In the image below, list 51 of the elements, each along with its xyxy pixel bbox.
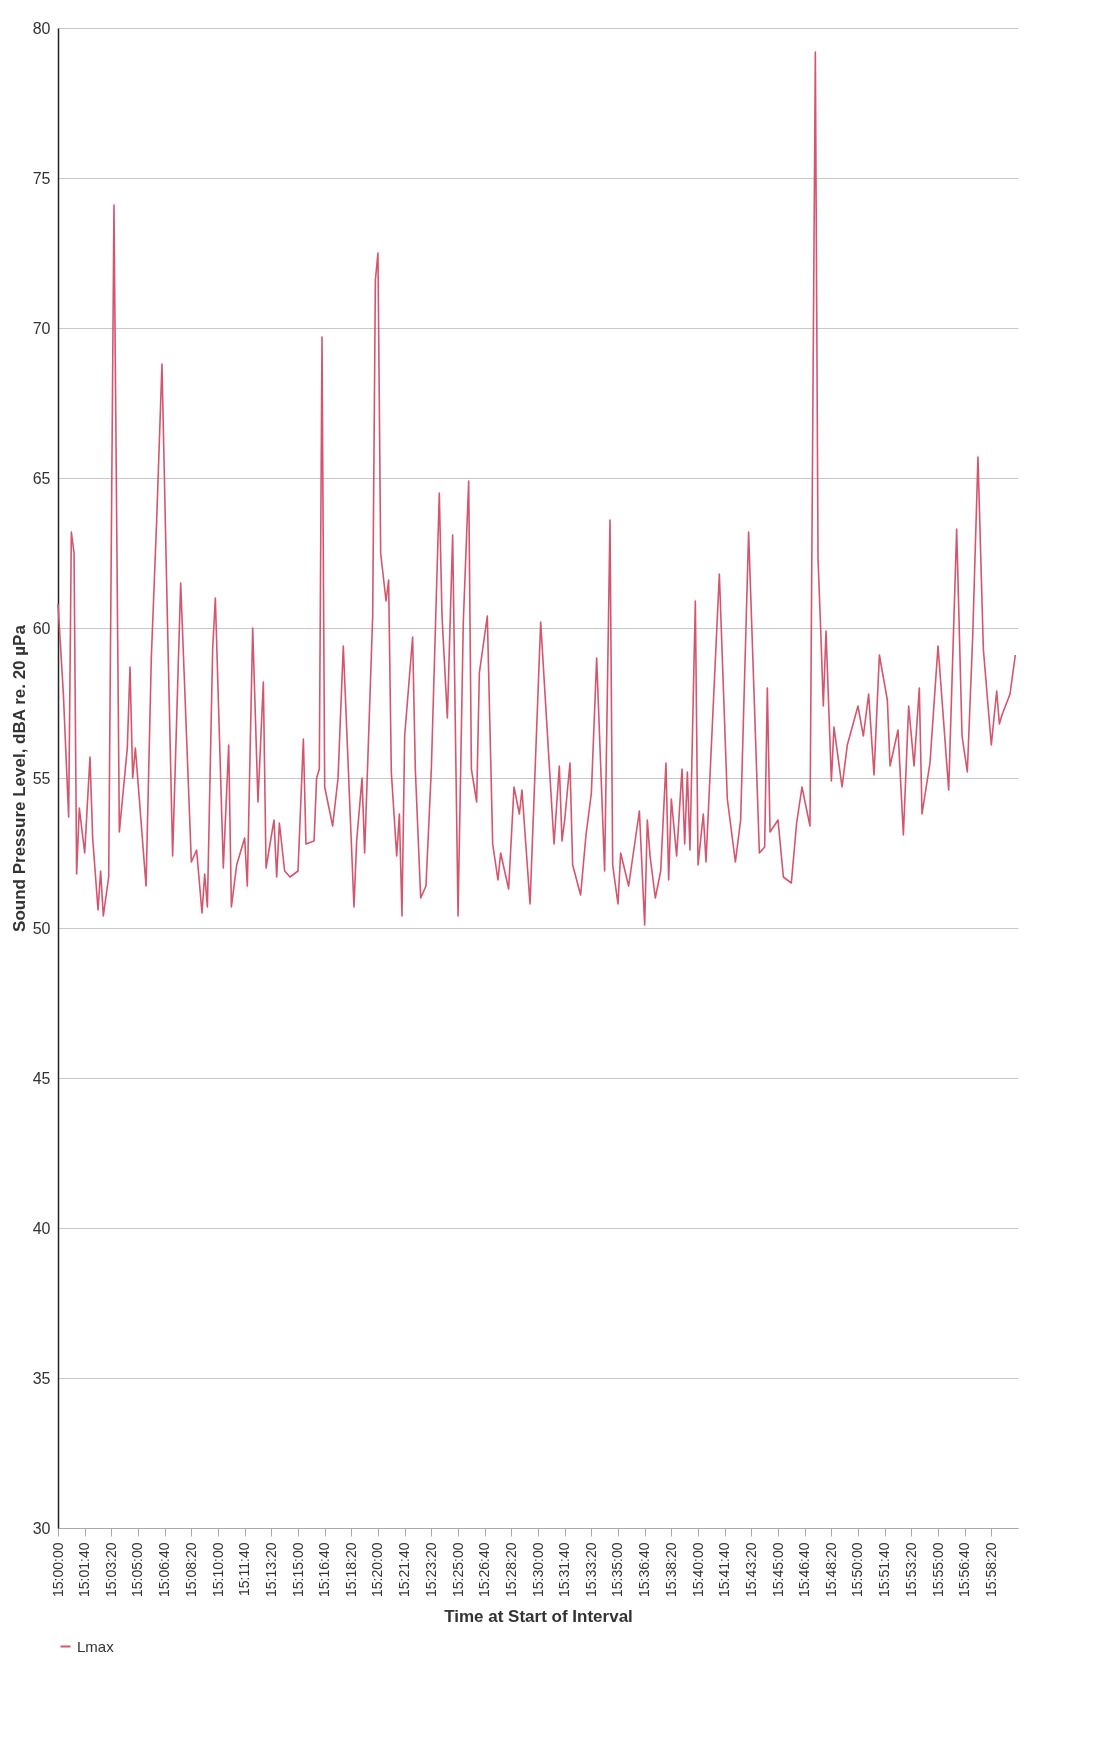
line-series [57, 51, 1017, 926]
x-tick-label: 15:00:00 [49, 1542, 66, 1597]
x-tick-label: 15:10:00 [209, 1542, 226, 1597]
x-tick-label: 15:53:20 [902, 1542, 919, 1597]
x-tick-label: 15:58:20 [982, 1542, 999, 1597]
y-tick-label: 40 [32, 1219, 51, 1237]
x-tick-label: 15:30:00 [529, 1542, 546, 1597]
x-tick-label: 15:55:00 [929, 1542, 946, 1597]
x-tick-label: 15:56:40 [956, 1542, 973, 1597]
y-tick-label: 30 [32, 1519, 51, 1537]
x-tick-label: 15:03:20 [102, 1542, 119, 1597]
x-tick-label: 15:15:00 [289, 1542, 306, 1597]
x-tick-label: 15:13:20 [262, 1542, 279, 1597]
y-tick-label: 80 [32, 19, 51, 37]
y-tick-label: 55 [32, 769, 51, 787]
x-tick-label: 15:45:00 [769, 1542, 786, 1597]
y-tick-label: 35 [32, 1369, 51, 1387]
x-axis-title: Time at Start of Interval [444, 1607, 633, 1626]
x-tick-label: 15:46:40 [796, 1542, 813, 1597]
x-tick-label: 15:21:40 [396, 1542, 413, 1597]
y-tick-label: 65 [32, 469, 51, 487]
x-tick-label: 15:35:00 [609, 1542, 626, 1597]
x-tick-label: 15:51:40 [876, 1542, 893, 1597]
x-tick-label: 15:18:20 [342, 1542, 359, 1597]
x-tick-label: 15:40:00 [689, 1542, 706, 1597]
x-tick-label: 15:36:40 [636, 1542, 653, 1597]
legend-label: Lmax [77, 1637, 115, 1655]
x-tick-label: 15:01:40 [76, 1542, 93, 1597]
x-tick-label: 15:26:40 [476, 1542, 493, 1597]
x-tick-label: 15:05:00 [129, 1542, 146, 1597]
x-tick-label: 15:11:40 [236, 1542, 253, 1596]
x-tick-label: 15:25:00 [449, 1542, 466, 1597]
x-tick-label: 15:50:00 [849, 1542, 866, 1597]
y-tick-label: 50 [32, 919, 51, 937]
x-tick-label: 15:28:20 [502, 1542, 519, 1597]
y-tick-label: 75 [32, 169, 51, 187]
x-tick-label: 15:31:40 [556, 1542, 573, 1597]
x-tick-label: 15:20:00 [369, 1542, 386, 1597]
y-axis-title: Sound Pressure Level, dBA re. 20 µPa [9, 624, 29, 932]
x-tick-label: 15:43:20 [742, 1542, 759, 1597]
x-tick-label: 15:48:20 [822, 1542, 839, 1597]
x-tick-label: 15:06:40 [156, 1542, 173, 1597]
x-tick-label: 15:23:20 [422, 1542, 439, 1597]
y-tick-label: 70 [32, 319, 51, 337]
x-tick-label: 15:41:40 [716, 1542, 733, 1597]
y-tick-label: 45 [32, 1069, 51, 1087]
x-tick-label: 15:33:20 [582, 1542, 599, 1597]
x-tick-label: 15:08:20 [182, 1542, 199, 1597]
x-tick-label: 15:16:40 [316, 1542, 333, 1597]
y-tick-label: 60 [32, 619, 51, 637]
x-tick-label: 15:38:20 [662, 1542, 679, 1597]
